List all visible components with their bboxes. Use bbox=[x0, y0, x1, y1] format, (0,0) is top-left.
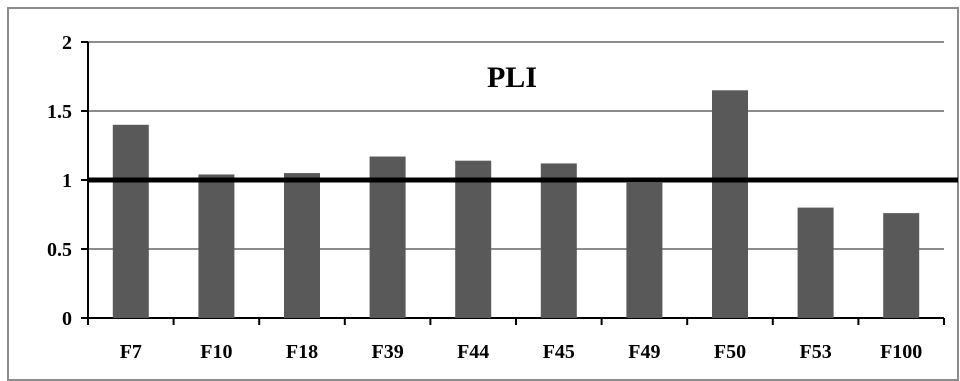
y-tick-label: 0 bbox=[62, 308, 72, 330]
bar-f53 bbox=[797, 207, 834, 318]
chart-title: PLI bbox=[487, 61, 537, 94]
x-tick-label: F45 bbox=[543, 341, 575, 363]
y-tick-label: 2 bbox=[62, 32, 72, 54]
x-tick-label: F18 bbox=[286, 341, 318, 363]
x-tick-label: F100 bbox=[880, 341, 922, 363]
y-tick-label: 1 bbox=[62, 170, 72, 192]
bar-f39 bbox=[369, 156, 406, 318]
y-tick-label: 0.5 bbox=[47, 239, 72, 261]
x-tick-label: F53 bbox=[799, 341, 831, 363]
x-tick-label: F50 bbox=[714, 341, 746, 363]
bar-f18 bbox=[284, 173, 320, 318]
bar-f50 bbox=[712, 90, 748, 318]
x-tick-label: F10 bbox=[200, 341, 232, 363]
bar-f10 bbox=[198, 174, 235, 318]
bar-f100 bbox=[883, 213, 920, 318]
x-tick-label: F49 bbox=[628, 341, 660, 363]
bar-f49 bbox=[626, 182, 663, 318]
bar-f45 bbox=[540, 163, 577, 318]
x-tick-label: F44 bbox=[457, 341, 489, 363]
y-tick-labels: 0 0.5 1 1.5 2 bbox=[47, 32, 72, 330]
x-tick-label: F39 bbox=[371, 341, 403, 363]
bars bbox=[112, 90, 920, 318]
bar-f44 bbox=[455, 160, 492, 318]
x-tick-label: F7 bbox=[120, 341, 142, 363]
x-tick-labels: F7 F10 F18 F39 F44 F45 F49 F50 F53 F100 bbox=[120, 341, 923, 363]
y-tick-label: 1.5 bbox=[47, 101, 72, 123]
bar-f7 bbox=[112, 124, 149, 318]
